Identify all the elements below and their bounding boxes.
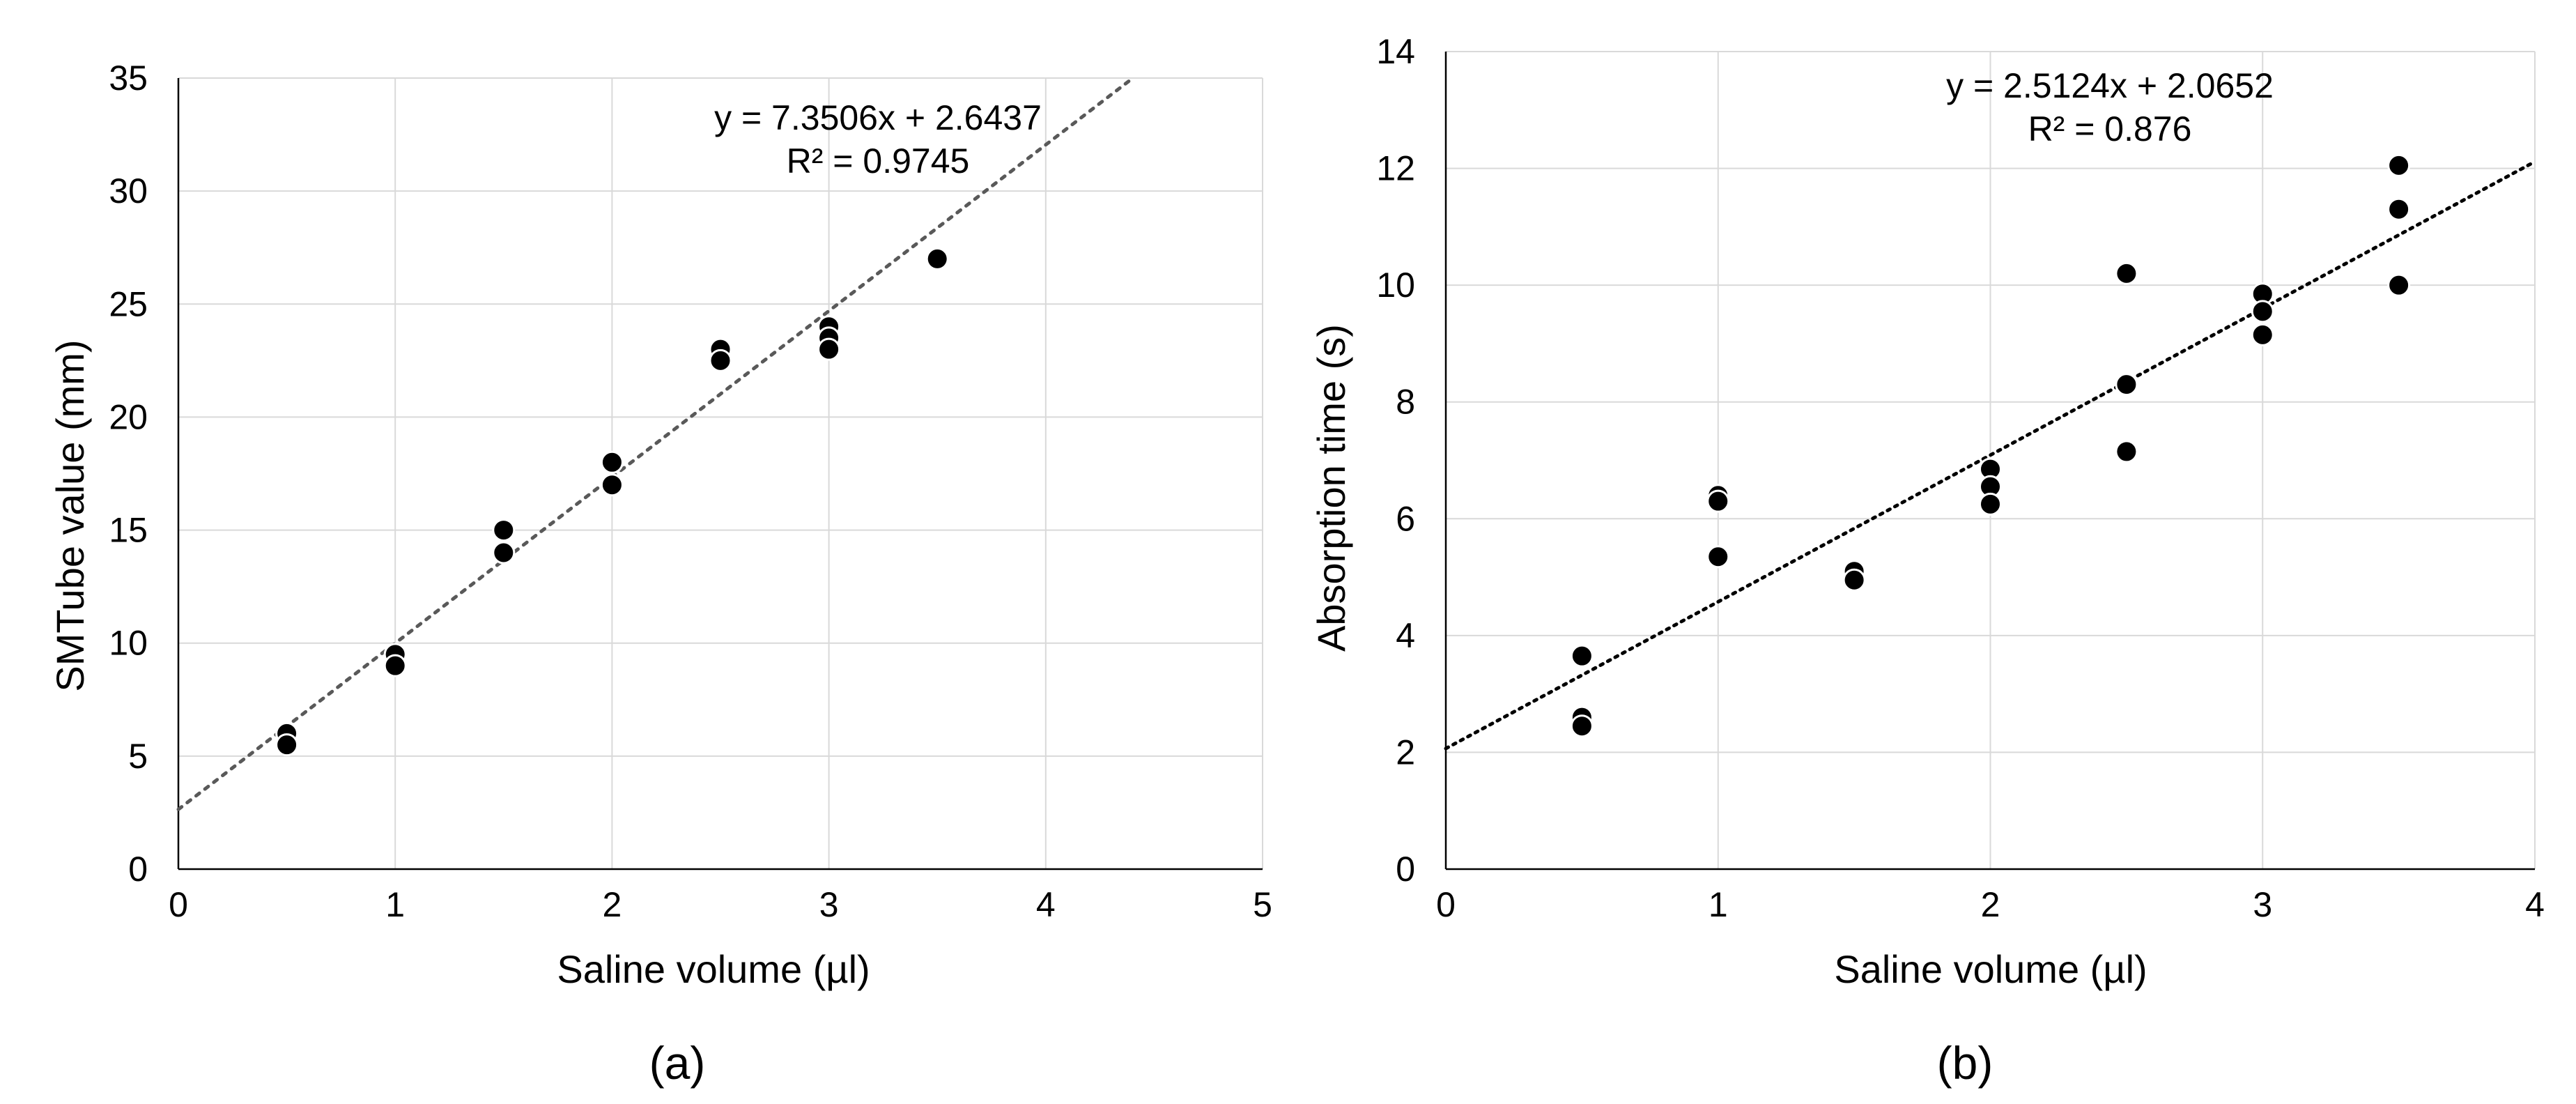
chart-b-points — [1570, 153, 2411, 738]
chart-b-point — [2387, 197, 2411, 221]
chart-a-trendline — [176, 76, 1135, 811]
chart-b-panel-label: (b) — [1937, 1037, 1993, 1089]
chart-b-x-tick-label: 4 — [2525, 885, 2545, 924]
chart-a-points — [275, 247, 949, 757]
chart-b-y-tick-label: 14 — [1376, 32, 1415, 71]
chart-a-x-tick-label: 1 — [385, 885, 405, 924]
chart-a-tick-labels: 0 1 2 3 4 5 0 5 10 15 20 25 30 35 — [109, 59, 1272, 924]
chart-a-point — [600, 450, 624, 474]
chart-b-y-axis-label: Absorption time (s) — [1309, 324, 1353, 652]
chart-a-gridlines — [178, 77, 1263, 869]
chart-a-point — [275, 733, 299, 757]
chart-b-x-tick-label: 3 — [2253, 885, 2272, 924]
chart-b-point — [1706, 545, 1730, 569]
chart-b-x-tick-label: 0 — [1436, 885, 1456, 924]
chart-b-point — [2387, 153, 2411, 177]
chart-a-y-tick-label: 0 — [128, 850, 148, 889]
chart-b-point — [2115, 261, 2138, 285]
chart-a-equation: y = 7.3506x + 2.6437 — [714, 98, 1042, 137]
chart-a-point — [600, 473, 624, 497]
chart-a-y-tick-label: 35 — [109, 59, 148, 98]
chart-b-y-tick-label: 2 — [1396, 733, 1415, 772]
chart-a-y-tick-label: 10 — [109, 624, 148, 663]
chart-b-y-tick-label: 12 — [1376, 149, 1415, 188]
chart-b-point — [2115, 440, 2138, 463]
chart-a-point — [709, 348, 732, 372]
chart-b-y-tick-label: 10 — [1376, 266, 1415, 305]
chart-a-point — [925, 247, 949, 270]
chart-b-point — [1842, 568, 1866, 592]
chart-b-y-tick-label: 4 — [1396, 616, 1415, 655]
chart-a-point — [817, 337, 841, 361]
chart-b-point — [1570, 714, 1594, 738]
chart-a-x-axis-label: Saline volume (µl) — [557, 947, 870, 991]
chart-b-r-squared: R² = 0.876 — [2028, 109, 2192, 148]
chart-b-trendline — [1444, 160, 2537, 751]
chart-a-point — [383, 654, 407, 677]
chart-b-point — [2251, 300, 2274, 323]
chart-b-point — [2387, 273, 2411, 297]
chart-b-point — [1706, 489, 1730, 513]
chart-a-y-axis-label: SMTube value (mm) — [48, 339, 92, 691]
chart-a-x-tick-label: 5 — [1253, 885, 1272, 924]
chart-b-x-tick-label: 2 — [1981, 885, 2000, 924]
chart-b-point — [2251, 323, 2274, 346]
chart-a-x-tick-label: 3 — [819, 885, 839, 924]
chart-a-y-tick-label: 20 — [109, 397, 148, 436]
chart-a-smtube: 0 1 2 3 4 5 0 5 10 15 20 25 30 35 y = 7.3506x + 2.643… — [48, 59, 1272, 1089]
chart-b-x-tick-label: 1 — [1709, 885, 1728, 924]
chart-a-point — [492, 541, 516, 565]
chart-b-gridlines — [1446, 51, 2536, 869]
chart-b-y-tick-label: 6 — [1396, 499, 1415, 538]
chart-a-y-tick-label: 5 — [128, 737, 148, 776]
chart-a-x-tick-label: 2 — [602, 885, 622, 924]
chart-b-y-tick-label: 0 — [1396, 850, 1415, 889]
chart-a-y-tick-label: 15 — [109, 511, 148, 550]
chart-a-x-tick-label: 4 — [1036, 885, 1056, 924]
chart-a-x-tick-label: 0 — [169, 885, 188, 924]
chart-a-r-squared: R² = 0.9745 — [787, 141, 970, 181]
chart-b-point — [2115, 373, 2138, 397]
chart-a-y-tick-label: 25 — [109, 284, 148, 323]
chart-b-y-tick-label: 8 — [1396, 383, 1415, 422]
chart-a-y-tick-label: 30 — [109, 171, 148, 210]
chart-a-point — [492, 519, 516, 542]
chart-b-equation: y = 2.5124x + 2.0652 — [1946, 66, 2274, 105]
chart-b-x-axis-label: Saline volume (µl) — [1834, 947, 2147, 991]
chart-b-point — [1570, 644, 1594, 668]
chart-a-panel-label: (a) — [649, 1037, 706, 1089]
chart-b-point — [1979, 492, 2002, 516]
